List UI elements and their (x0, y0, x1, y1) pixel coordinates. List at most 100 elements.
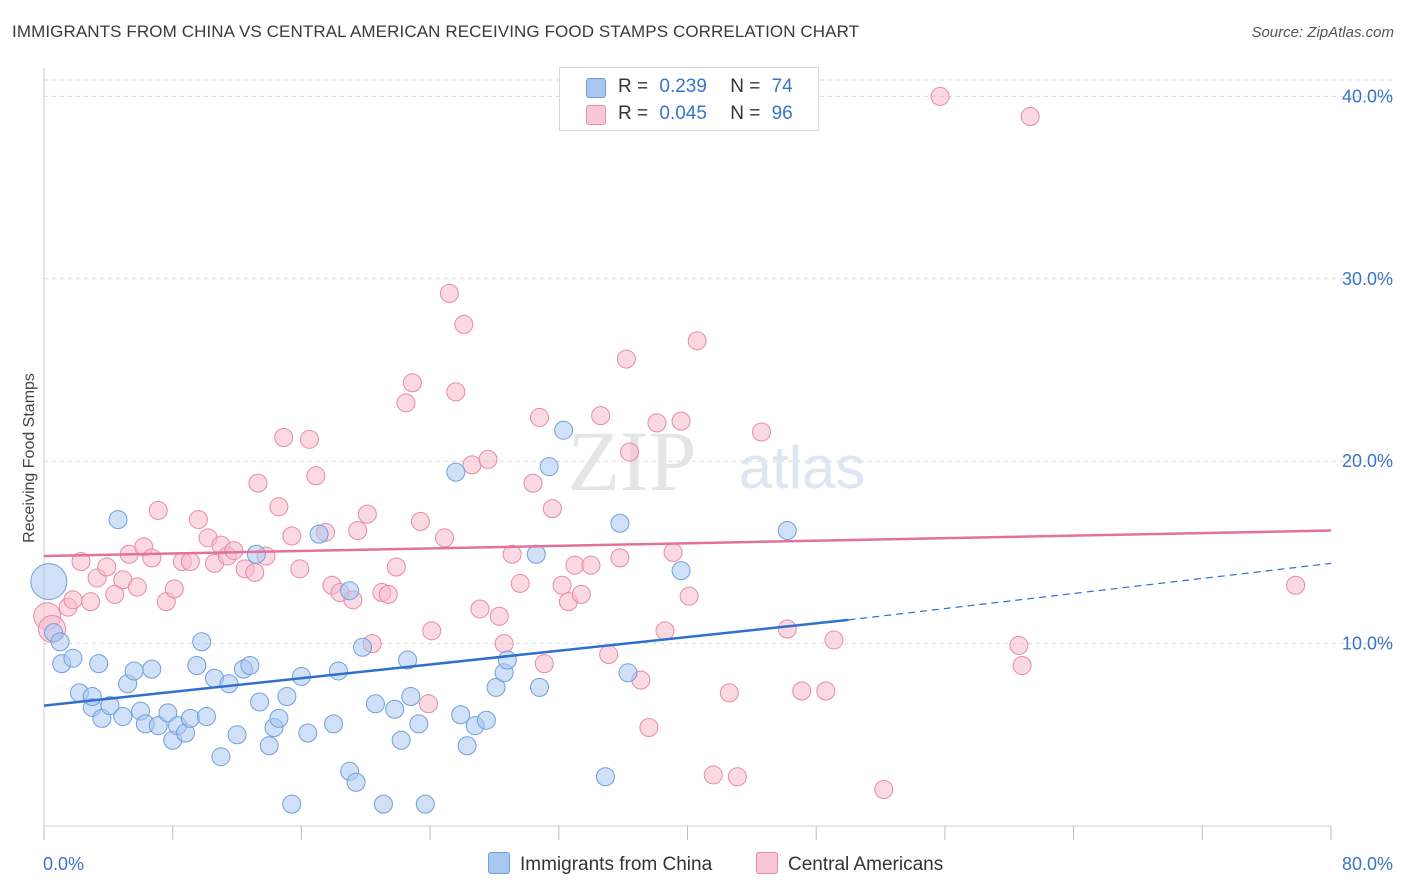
central-point (703, 765, 723, 785)
central-point (386, 557, 406, 577)
central-point (777, 619, 797, 639)
central-point (792, 681, 812, 701)
china-point (476, 710, 496, 730)
china-point (497, 650, 517, 670)
china-point (457, 736, 477, 756)
central-point (529, 407, 549, 427)
central-point (81, 592, 101, 612)
central-point (127, 577, 147, 597)
central-point (671, 411, 691, 431)
central-point (164, 579, 184, 599)
central-point (446, 382, 466, 402)
central-point (439, 283, 459, 303)
china-point (113, 707, 133, 727)
legend-china-n: 74 (771, 76, 793, 97)
china-point (610, 513, 630, 533)
china-point (328, 661, 348, 681)
china-point (298, 723, 318, 743)
y-tick-label: 30.0% (1342, 269, 1393, 289)
central-point (470, 599, 490, 619)
central-point (523, 473, 543, 493)
china-point (63, 648, 83, 668)
central-point (534, 654, 554, 674)
central-point (542, 499, 562, 519)
central-point (396, 393, 416, 413)
bottom-legend-label-central: Central Americans (788, 854, 944, 875)
central-point (282, 526, 302, 546)
central-point (462, 455, 482, 475)
china-point (277, 686, 297, 706)
china-point (211, 747, 231, 767)
central-point (874, 780, 894, 800)
china-point (385, 699, 405, 719)
x-tick-label: 80.0% (1342, 854, 1393, 874)
china-point (246, 544, 266, 564)
central-point (581, 555, 601, 575)
source-label: Source: ZipAtlas.com (1251, 24, 1394, 41)
china-point (346, 772, 366, 792)
china-point (451, 705, 471, 725)
central-point (142, 548, 162, 568)
central-point (435, 528, 455, 548)
bottom-legend-label-china: Immigrants from China (520, 854, 713, 875)
central-point (616, 349, 636, 369)
china-point (124, 661, 144, 681)
central-point (71, 552, 91, 572)
legend-china-r: 0.239 (659, 76, 707, 97)
watermark-atlas: atlas (739, 434, 866, 501)
central-point (816, 681, 836, 701)
central-point (489, 606, 509, 626)
bottom-legend-swatch-central (756, 852, 778, 874)
central-point (306, 466, 326, 486)
central-trend-line (43, 529, 1332, 558)
legend-r-label: R = (618, 103, 649, 124)
central-point (502, 544, 522, 564)
central-point (348, 521, 368, 541)
legend-swatch-central (586, 105, 606, 125)
bottom-legend-central: Central Americans (756, 852, 943, 876)
legend-n-label: N = (730, 103, 761, 124)
china-point (227, 725, 247, 745)
central-point (571, 584, 591, 604)
china-point (219, 674, 239, 694)
central-point (63, 590, 83, 610)
central-point (245, 562, 265, 582)
central-point (422, 621, 442, 641)
china-point (309, 524, 329, 544)
bottom-legend-china: Immigrants from China (488, 852, 712, 876)
central-point (1286, 575, 1306, 595)
y-tick-label: 20.0% (1342, 451, 1393, 471)
stats-legend: R = 0.239 N = 74 R = 0.045 N = 96 (559, 67, 819, 131)
china-point (240, 655, 260, 675)
china-point (398, 650, 418, 670)
central-point (719, 683, 739, 703)
legend-central-r: 0.045 (659, 103, 707, 124)
y-tick-label: 40.0% (1342, 86, 1393, 106)
central-point (418, 694, 438, 714)
central-point (727, 767, 747, 787)
central-point (299, 429, 319, 449)
central-point (224, 541, 244, 561)
central-point (290, 559, 310, 579)
central-point (510, 573, 530, 593)
central-point (402, 373, 422, 393)
china-point (196, 707, 216, 727)
china-point (324, 714, 344, 734)
legend-r-label: R = (618, 76, 649, 97)
china-point (526, 544, 546, 564)
china-point (158, 703, 178, 723)
central-point (1009, 635, 1029, 655)
china-point (142, 659, 162, 679)
legend-swatch-china (586, 78, 606, 98)
central-point (687, 331, 707, 351)
china-trend-extension (848, 562, 1332, 621)
y-tick-label: 10.0% (1342, 634, 1393, 654)
china-point (100, 696, 120, 716)
china-point (365, 694, 385, 714)
china-point (391, 730, 411, 750)
china-point (259, 736, 279, 756)
central-point (1020, 106, 1040, 126)
china-trend-line (43, 618, 849, 707)
central-point (679, 586, 699, 606)
